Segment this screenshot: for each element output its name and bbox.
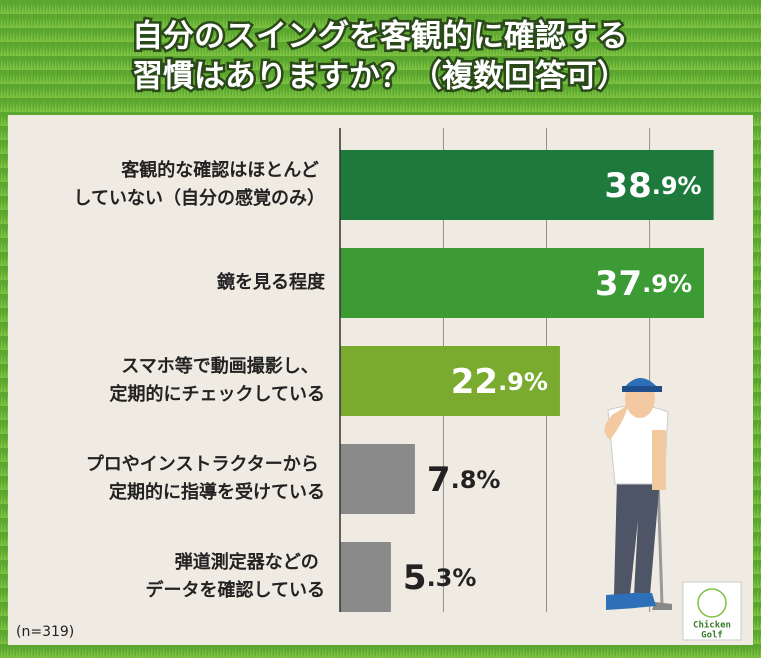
bar	[340, 150, 714, 220]
bar	[340, 346, 560, 416]
logo-text: Golf	[701, 631, 723, 641]
logo-circle	[697, 588, 727, 618]
chart-title: 自分のスイングを客観的に確認する	[132, 19, 628, 55]
bar	[340, 542, 391, 612]
category-label: 鏡を見る程度	[217, 271, 326, 293]
value-label: 7.8%	[427, 460, 501, 500]
plot: 客観的な確認はほとんど していない（自分の感覚のみ） 38.9% 鏡を見る程度 37.…	[74, 128, 714, 612]
category-label: 客観的な確認はほとんど していない（自分の感覚のみ）	[74, 159, 325, 209]
note: (n=319)	[16, 624, 74, 640]
value-label: 5.3%	[403, 558, 477, 598]
logo-text: Chicken	[693, 620, 731, 631]
bar	[340, 444, 415, 514]
chart-title: 習慣はありますか？（複数回答可）	[132, 59, 628, 95]
golfer-illustration	[604, 378, 672, 610]
value-label: 22.9%	[451, 362, 548, 402]
value-label: 38.9%	[604, 166, 701, 206]
value-label: 37.9%	[595, 264, 692, 304]
bar	[340, 248, 705, 318]
category-label: 弾道測定器などの データを確認している	[146, 551, 325, 601]
logo-box	[682, 581, 742, 641]
category-label: プロやインストラクターから 定期的に指導を受けている	[86, 453, 325, 503]
category-label: スマホ等で動画撮影し、 定期的にチェックしている	[110, 355, 325, 405]
